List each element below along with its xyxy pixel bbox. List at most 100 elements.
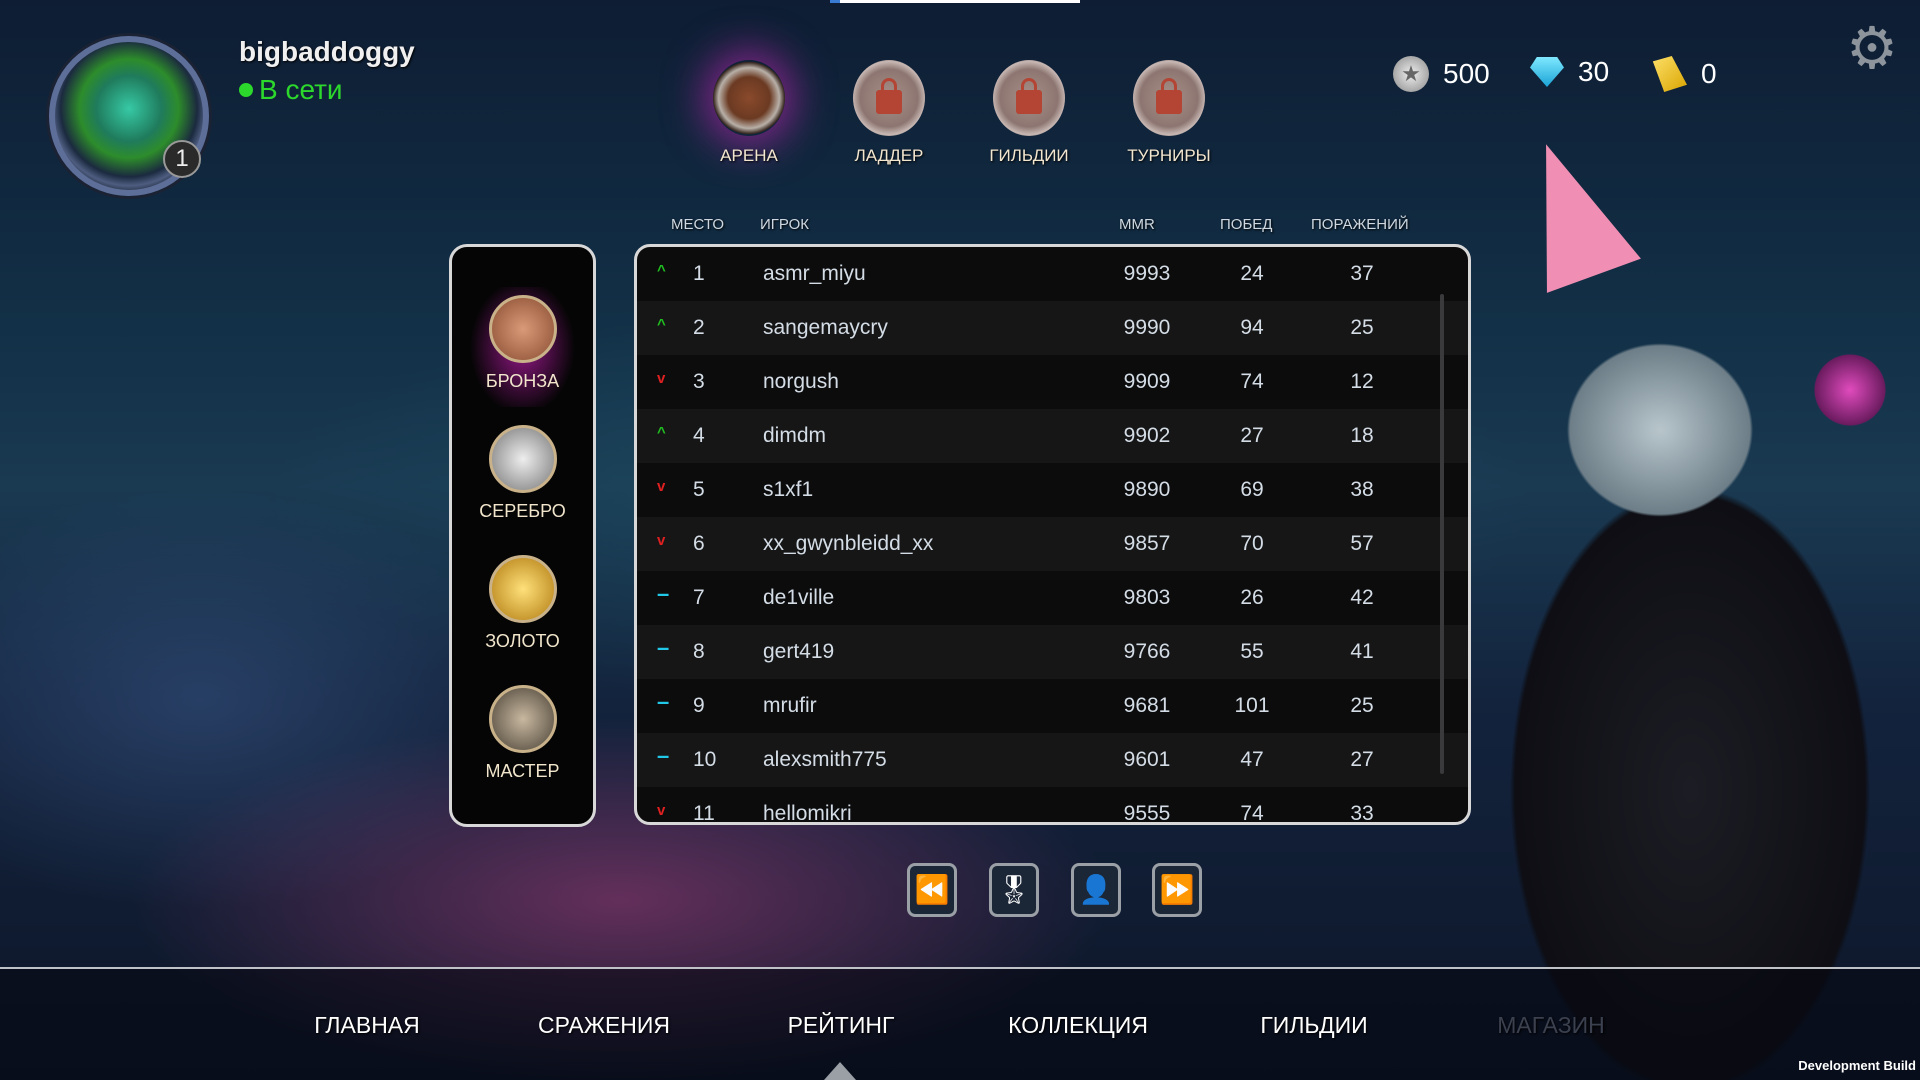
mmr-cell: 9766 [1123, 640, 1171, 663]
lock-icon [1133, 60, 1205, 136]
rank-cell: 4 [693, 424, 705, 447]
top-rank-button[interactable]: 🎖 [989, 863, 1039, 917]
scrollbar[interactable] [1440, 294, 1444, 774]
rank-cell: 9 [693, 694, 705, 717]
mmr-cell: 9990 [1123, 316, 1171, 339]
league-bronze[interactable]: БРОНЗА [452, 287, 593, 407]
mode-label: ЛАДДЕР [854, 146, 924, 165]
ribbon-award-icon: 🎖 [996, 874, 1032, 905]
card-currency: 0 [1649, 56, 1717, 92]
rank-cell: 2 [693, 316, 705, 339]
player-name: alexsmith775 [763, 748, 887, 771]
nav-battles[interactable]: СРАЖЕНИЯ [537, 1012, 671, 1038]
table-row[interactable]: v 11 hellomikri 9555 74 33 [637, 787, 1468, 825]
losses-cell: 38 [1350, 478, 1374, 501]
league-label: СЕРЕБРО [479, 501, 566, 521]
wins-cell: 70 [1240, 532, 1264, 555]
mmr-cell: 9993 [1123, 262, 1171, 285]
mode-guilds[interactable]: ГИЛЬДИИ [979, 60, 1079, 166]
rank-cell: 11 [693, 802, 715, 825]
trend-down-icon: v [657, 802, 666, 819]
table-row[interactable]: –7 de1ville 9803 26 42 [637, 571, 1468, 625]
league-label: МАСТЕР [485, 761, 560, 781]
trend-up-icon: ^ [657, 316, 666, 333]
player-name: asmr_miyu [763, 262, 866, 285]
mode-arena[interactable]: АРЕНА [699, 60, 799, 166]
wins-cell: 69 [1240, 478, 1264, 501]
losses-cell: 18 [1350, 424, 1374, 447]
wins-cell: 47 [1240, 748, 1264, 771]
gem-currency: 30 [1530, 56, 1609, 88]
mmr-cell: 9601 [1123, 748, 1171, 771]
player-name: mrufir [763, 694, 817, 717]
leaderboard-table[interactable]: ^ 1 asmr_miyu 9993 24 37 ^ 2 sangemaycry 9990 94 25… [634, 244, 1471, 825]
table-row[interactable]: v 5 s1xf1 9890 69 38 [637, 463, 1468, 517]
mode-ladder[interactable]: ЛАДДЕР [839, 60, 939, 166]
column-header-mmr: MMR [1119, 216, 1155, 233]
player-name: hellomikri [763, 802, 852, 825]
wins-cell: 27 [1240, 424, 1264, 447]
active-tab-indicator-icon [824, 1062, 856, 1080]
column-header-wins: ПОБЕД [1220, 216, 1273, 233]
nav-home[interactable]: ГЛАВНАЯ [314, 1012, 420, 1038]
table-row[interactable]: ^ 4 dimdm 9902 27 18 [637, 409, 1468, 463]
mmr-cell: 9803 [1123, 586, 1171, 609]
silver-amount: 500 [1443, 58, 1490, 89]
gem-amount: 30 [1578, 56, 1610, 87]
silver-crown-icon [488, 425, 557, 493]
table-row[interactable]: v 6 xx_gwynbleidd_xx 9857 70 57 [637, 517, 1468, 571]
wins-cell: 74 [1240, 370, 1264, 393]
trend-same-icon: – [657, 581, 670, 606]
nav-collection[interactable]: КОЛЛЕКЦИЯ [1008, 1012, 1148, 1038]
league-master[interactable]: МАСТЕР [452, 685, 593, 782]
mode-tournaments[interactable]: ТУРНИРЫ [1119, 60, 1219, 166]
league-label: БРОНЗА [485, 371, 560, 391]
build-label: Development Build [1798, 1058, 1916, 1073]
online-status: В сети [239, 74, 343, 106]
table-row[interactable]: –10 alexsmith775 9601 47 27 [637, 733, 1468, 787]
trend-same-icon: – [657, 635, 670, 660]
trend-down-icon: v [657, 532, 666, 549]
rank-cell: 1 [693, 262, 705, 285]
gear-icon[interactable]: ⚙ [1846, 16, 1898, 81]
league-label: ЗОЛОТО [485, 631, 560, 651]
arena-shield-icon [713, 60, 785, 136]
nav-shop[interactable]: МАГАЗИН [1497, 1012, 1605, 1038]
player-name: dimdm [763, 424, 827, 447]
table-row[interactable]: v 3 norgush 9909 74 12 [637, 355, 1468, 409]
rank-cell: 5 [693, 478, 705, 501]
diamond-icon [1530, 57, 1564, 87]
mode-label: АРЕНА [720, 146, 778, 165]
nav-rating[interactable]: РЕЙТИНГ [787, 1012, 895, 1038]
master-crown-icon [488, 685, 557, 753]
mmr-cell: 9857 [1123, 532, 1171, 555]
lock-icon [993, 60, 1065, 136]
status-text: В сети [259, 74, 343, 105]
last-page-button[interactable]: ⏩ [1152, 863, 1202, 917]
rank-cell: 7 [693, 586, 705, 609]
wins-cell: 101 [1234, 694, 1270, 717]
trend-same-icon: – [657, 689, 670, 714]
table-row[interactable]: ^ 1 asmr_miyu 9993 24 37 [637, 247, 1468, 301]
table-row[interactable]: ^ 2 sangemaycry 9990 94 25 [637, 301, 1468, 355]
wins-cell: 74 [1240, 802, 1264, 825]
wins-cell: 26 [1240, 586, 1264, 609]
column-header-place: МЕСТО [671, 216, 724, 233]
losses-cell: 27 [1350, 748, 1374, 771]
league-gold[interactable]: ЗОЛОТО [452, 555, 593, 652]
my-position-button[interactable]: 👤 [1071, 863, 1121, 917]
table-row[interactable]: –8 gert419 9766 55 41 [637, 625, 1468, 679]
table-row[interactable]: –9 mrufir 9681 101 25 [637, 679, 1468, 733]
rank-cell: 3 [693, 370, 705, 393]
bottom-nav-bar [0, 969, 1920, 1080]
column-header-losses: ПОРАЖЕНИЙ [1311, 216, 1409, 233]
league-silver[interactable]: СЕРЕБРО [452, 425, 593, 522]
league-selector: БРОНЗА СЕРЕБРО ЗОЛОТО МАСТЕР [449, 244, 596, 827]
first-page-button[interactable]: ⏪ [907, 863, 957, 917]
losses-cell: 42 [1350, 586, 1374, 609]
trend-down-icon: v [657, 370, 666, 387]
level-badge: 1 [163, 140, 201, 178]
player-name: sangemaycry [763, 316, 888, 339]
username: bigbaddoggy [239, 36, 415, 67]
nav-guilds[interactable]: ГИЛЬДИИ [1260, 1012, 1368, 1038]
